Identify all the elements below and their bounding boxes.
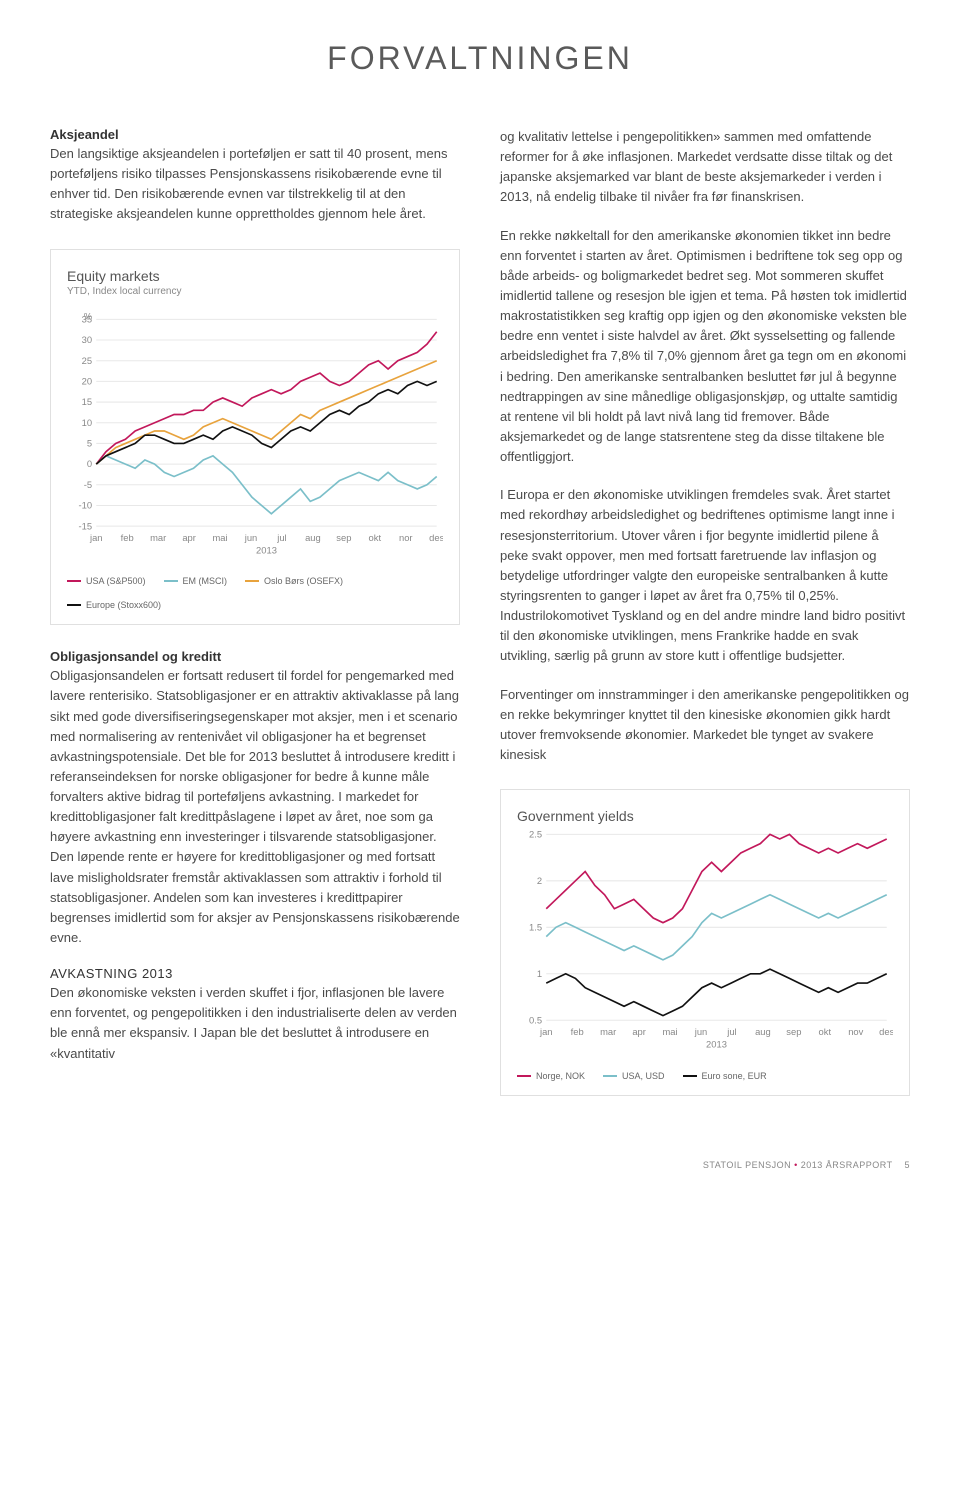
equity-chart-title: Equity markets (67, 268, 443, 284)
left-column: Aksjeandel Den langsiktige aksjeandelen … (50, 127, 460, 1120)
svg-text:20: 20 (82, 375, 92, 386)
equity-chart-box: Equity markets YTD, Index local currency… (50, 249, 460, 626)
legend-label: Norge, NOK (536, 1071, 585, 1081)
footer-page-num: 5 (904, 1160, 910, 1170)
svg-text:-15: -15 (79, 520, 93, 531)
heading-aksjeandel: Aksjeandel (50, 127, 460, 142)
equity-chart-svg: -15-10-505101520253035%janfebmaraprmaiju… (67, 311, 443, 562)
svg-text:sep: sep (786, 1026, 801, 1037)
svg-text:10: 10 (82, 416, 92, 427)
legend-item: USA, USD (603, 1071, 665, 1081)
svg-text:0.5: 0.5 (529, 1014, 542, 1025)
legend-item: USA (S&P500) (67, 576, 146, 586)
footer-dot-icon: • (794, 1160, 801, 1170)
svg-text:30: 30 (82, 334, 92, 345)
svg-text:mai: mai (213, 531, 228, 542)
legend-swatch-icon (164, 580, 178, 582)
svg-text:nov: nov (848, 1026, 863, 1037)
svg-text:okt: okt (819, 1026, 832, 1037)
para-right-2: En rekke nøkkeltall for den amerikanske … (500, 226, 910, 468)
svg-text:2.5: 2.5 (529, 829, 542, 840)
svg-text:apr: apr (182, 531, 196, 542)
yields-chart-legend: Norge, NOK USA, USD Euro sone, EUR (517, 1071, 893, 1081)
svg-text:%: % (84, 311, 92, 321)
legend-swatch-icon (683, 1075, 697, 1077)
svg-text:2013: 2013 (706, 1038, 727, 1049)
yields-chart-svg: 0.5 1 1.5 2 2.5 jan feb mar apr mai jun jul aug sep ok… (517, 826, 893, 1056)
svg-text:nor: nor (399, 531, 413, 542)
para-avkastning: Den økonomiske veksten i verden skuffet … (50, 983, 460, 1064)
yields-chart-title: Government yields (517, 808, 893, 824)
para-right-4: Forventinger om innstramminger i den ame… (500, 685, 910, 766)
legend-swatch-icon (603, 1075, 617, 1077)
page-title: FORVALTNINGEN (50, 40, 910, 77)
content-columns: Aksjeandel Den langsiktige aksjeandelen … (50, 127, 910, 1120)
svg-text:okt: okt (369, 531, 382, 542)
legend-label: Oslo Børs (OSEFX) (264, 576, 343, 586)
svg-text:sep: sep (336, 531, 351, 542)
para-right-1: og kvalitativ lettelse i pengepolitikken… (500, 127, 910, 208)
legend-label: EM (MSCI) (183, 576, 228, 586)
legend-swatch-icon (67, 580, 81, 582)
legend-item: EM (MSCI) (164, 576, 228, 586)
svg-text:feb: feb (121, 531, 134, 542)
legend-label: Euro sone, EUR (702, 1071, 767, 1081)
heading-obligasjon: Obligasjonsandel og kreditt (50, 649, 460, 664)
legend-swatch-icon (517, 1075, 531, 1077)
equity-chart-subtitle: YTD, Index local currency (67, 286, 443, 297)
svg-text:jul: jul (726, 1026, 736, 1037)
svg-text:1: 1 (537, 968, 542, 979)
svg-text:5: 5 (87, 437, 92, 448)
heading-avkastning: AVKASTNING 2013 (50, 966, 460, 981)
legend-item: Euro sone, EUR (683, 1071, 767, 1081)
legend-swatch-icon (245, 580, 259, 582)
para-obligasjon: Obligasjonsandelen er fortsatt redusert … (50, 666, 460, 948)
svg-text:-10: -10 (79, 499, 93, 510)
svg-text:-5: -5 (84, 478, 92, 489)
legend-item: Norge, NOK (517, 1071, 585, 1081)
svg-text:des: des (429, 531, 443, 542)
svg-text:25: 25 (82, 354, 92, 365)
svg-text:aug: aug (305, 531, 321, 542)
svg-text:feb: feb (571, 1026, 584, 1037)
page-footer: STATOIL PENSJON • 2013 ÅRSRAPPORT 5 (50, 1160, 910, 1170)
equity-chart-legend: USA (S&P500) EM (MSCI) Oslo Børs (OSEFX) Eu… (67, 576, 443, 610)
legend-label: Europe (Stoxx600) (86, 600, 161, 610)
svg-text:mar: mar (600, 1026, 616, 1037)
svg-text:jul: jul (276, 531, 286, 542)
svg-text:aug: aug (755, 1026, 771, 1037)
svg-text:apr: apr (632, 1026, 646, 1037)
svg-text:0: 0 (87, 458, 92, 469)
legend-label: USA, USD (622, 1071, 665, 1081)
legend-swatch-icon (67, 604, 81, 606)
svg-text:mar: mar (150, 531, 166, 542)
svg-text:2: 2 (537, 875, 542, 886)
svg-text:mai: mai (663, 1026, 678, 1037)
footer-brand: STATOIL PENSJON (703, 1160, 791, 1170)
svg-text:15: 15 (82, 396, 92, 407)
svg-text:jan: jan (89, 531, 103, 542)
svg-text:2013: 2013 (256, 544, 277, 555)
right-column: og kvalitativ lettelse i pengepolitikken… (500, 127, 910, 1120)
yields-chart-box: Government yields 0.5 1 1.5 2 2.5 jan feb mar ap… (500, 789, 910, 1096)
svg-text:jun: jun (244, 531, 258, 542)
legend-label: USA (S&P500) (86, 576, 146, 586)
legend-item: Europe (Stoxx600) (67, 600, 161, 610)
para-aksjeandel: Den langsiktige aksjeandelen i portefølj… (50, 144, 460, 225)
footer-doc: 2013 ÅRSRAPPORT (801, 1160, 893, 1170)
legend-item: Oslo Børs (OSEFX) (245, 576, 343, 586)
svg-text:jan: jan (539, 1026, 553, 1037)
svg-text:jun: jun (694, 1026, 708, 1037)
para-right-3: I Europa er den økonomiske utviklingen f… (500, 485, 910, 666)
svg-text:1.5: 1.5 (529, 922, 542, 933)
svg-text:des: des (879, 1026, 893, 1037)
